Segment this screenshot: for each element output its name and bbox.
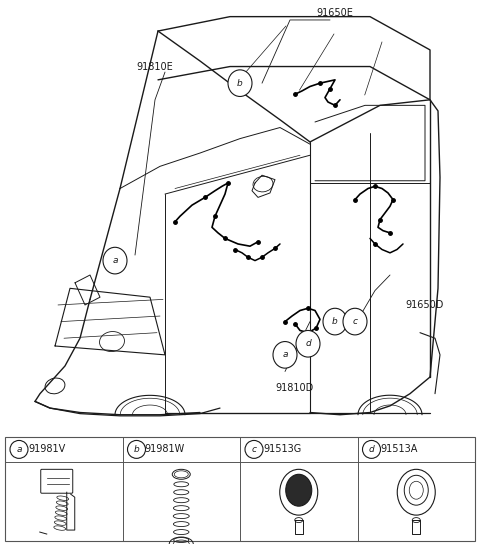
- Circle shape: [103, 248, 127, 274]
- Text: 91981W: 91981W: [144, 444, 185, 454]
- Circle shape: [362, 441, 381, 459]
- Text: c: c: [252, 445, 256, 454]
- Text: b: b: [332, 317, 338, 326]
- Text: 91810D: 91810D: [276, 383, 314, 393]
- Circle shape: [343, 308, 367, 335]
- Text: a: a: [282, 350, 288, 360]
- Text: 91981V: 91981V: [28, 444, 66, 454]
- Text: 91810E: 91810E: [137, 61, 173, 71]
- Text: c: c: [352, 317, 358, 326]
- Text: d: d: [369, 445, 374, 454]
- Text: a: a: [112, 256, 118, 265]
- Circle shape: [228, 70, 252, 96]
- Text: d: d: [305, 339, 311, 348]
- Circle shape: [296, 330, 320, 357]
- Text: 91513G: 91513G: [263, 444, 301, 454]
- Circle shape: [273, 342, 297, 368]
- Circle shape: [128, 441, 145, 459]
- Circle shape: [10, 441, 28, 459]
- Text: b: b: [237, 79, 243, 88]
- Text: 91513A: 91513A: [381, 444, 418, 454]
- Ellipse shape: [286, 474, 312, 506]
- Text: 91650E: 91650E: [317, 8, 353, 18]
- Text: b: b: [133, 445, 139, 454]
- Circle shape: [323, 308, 347, 335]
- Text: a: a: [16, 445, 22, 454]
- Circle shape: [245, 441, 263, 459]
- Text: 91650D: 91650D: [405, 300, 444, 310]
